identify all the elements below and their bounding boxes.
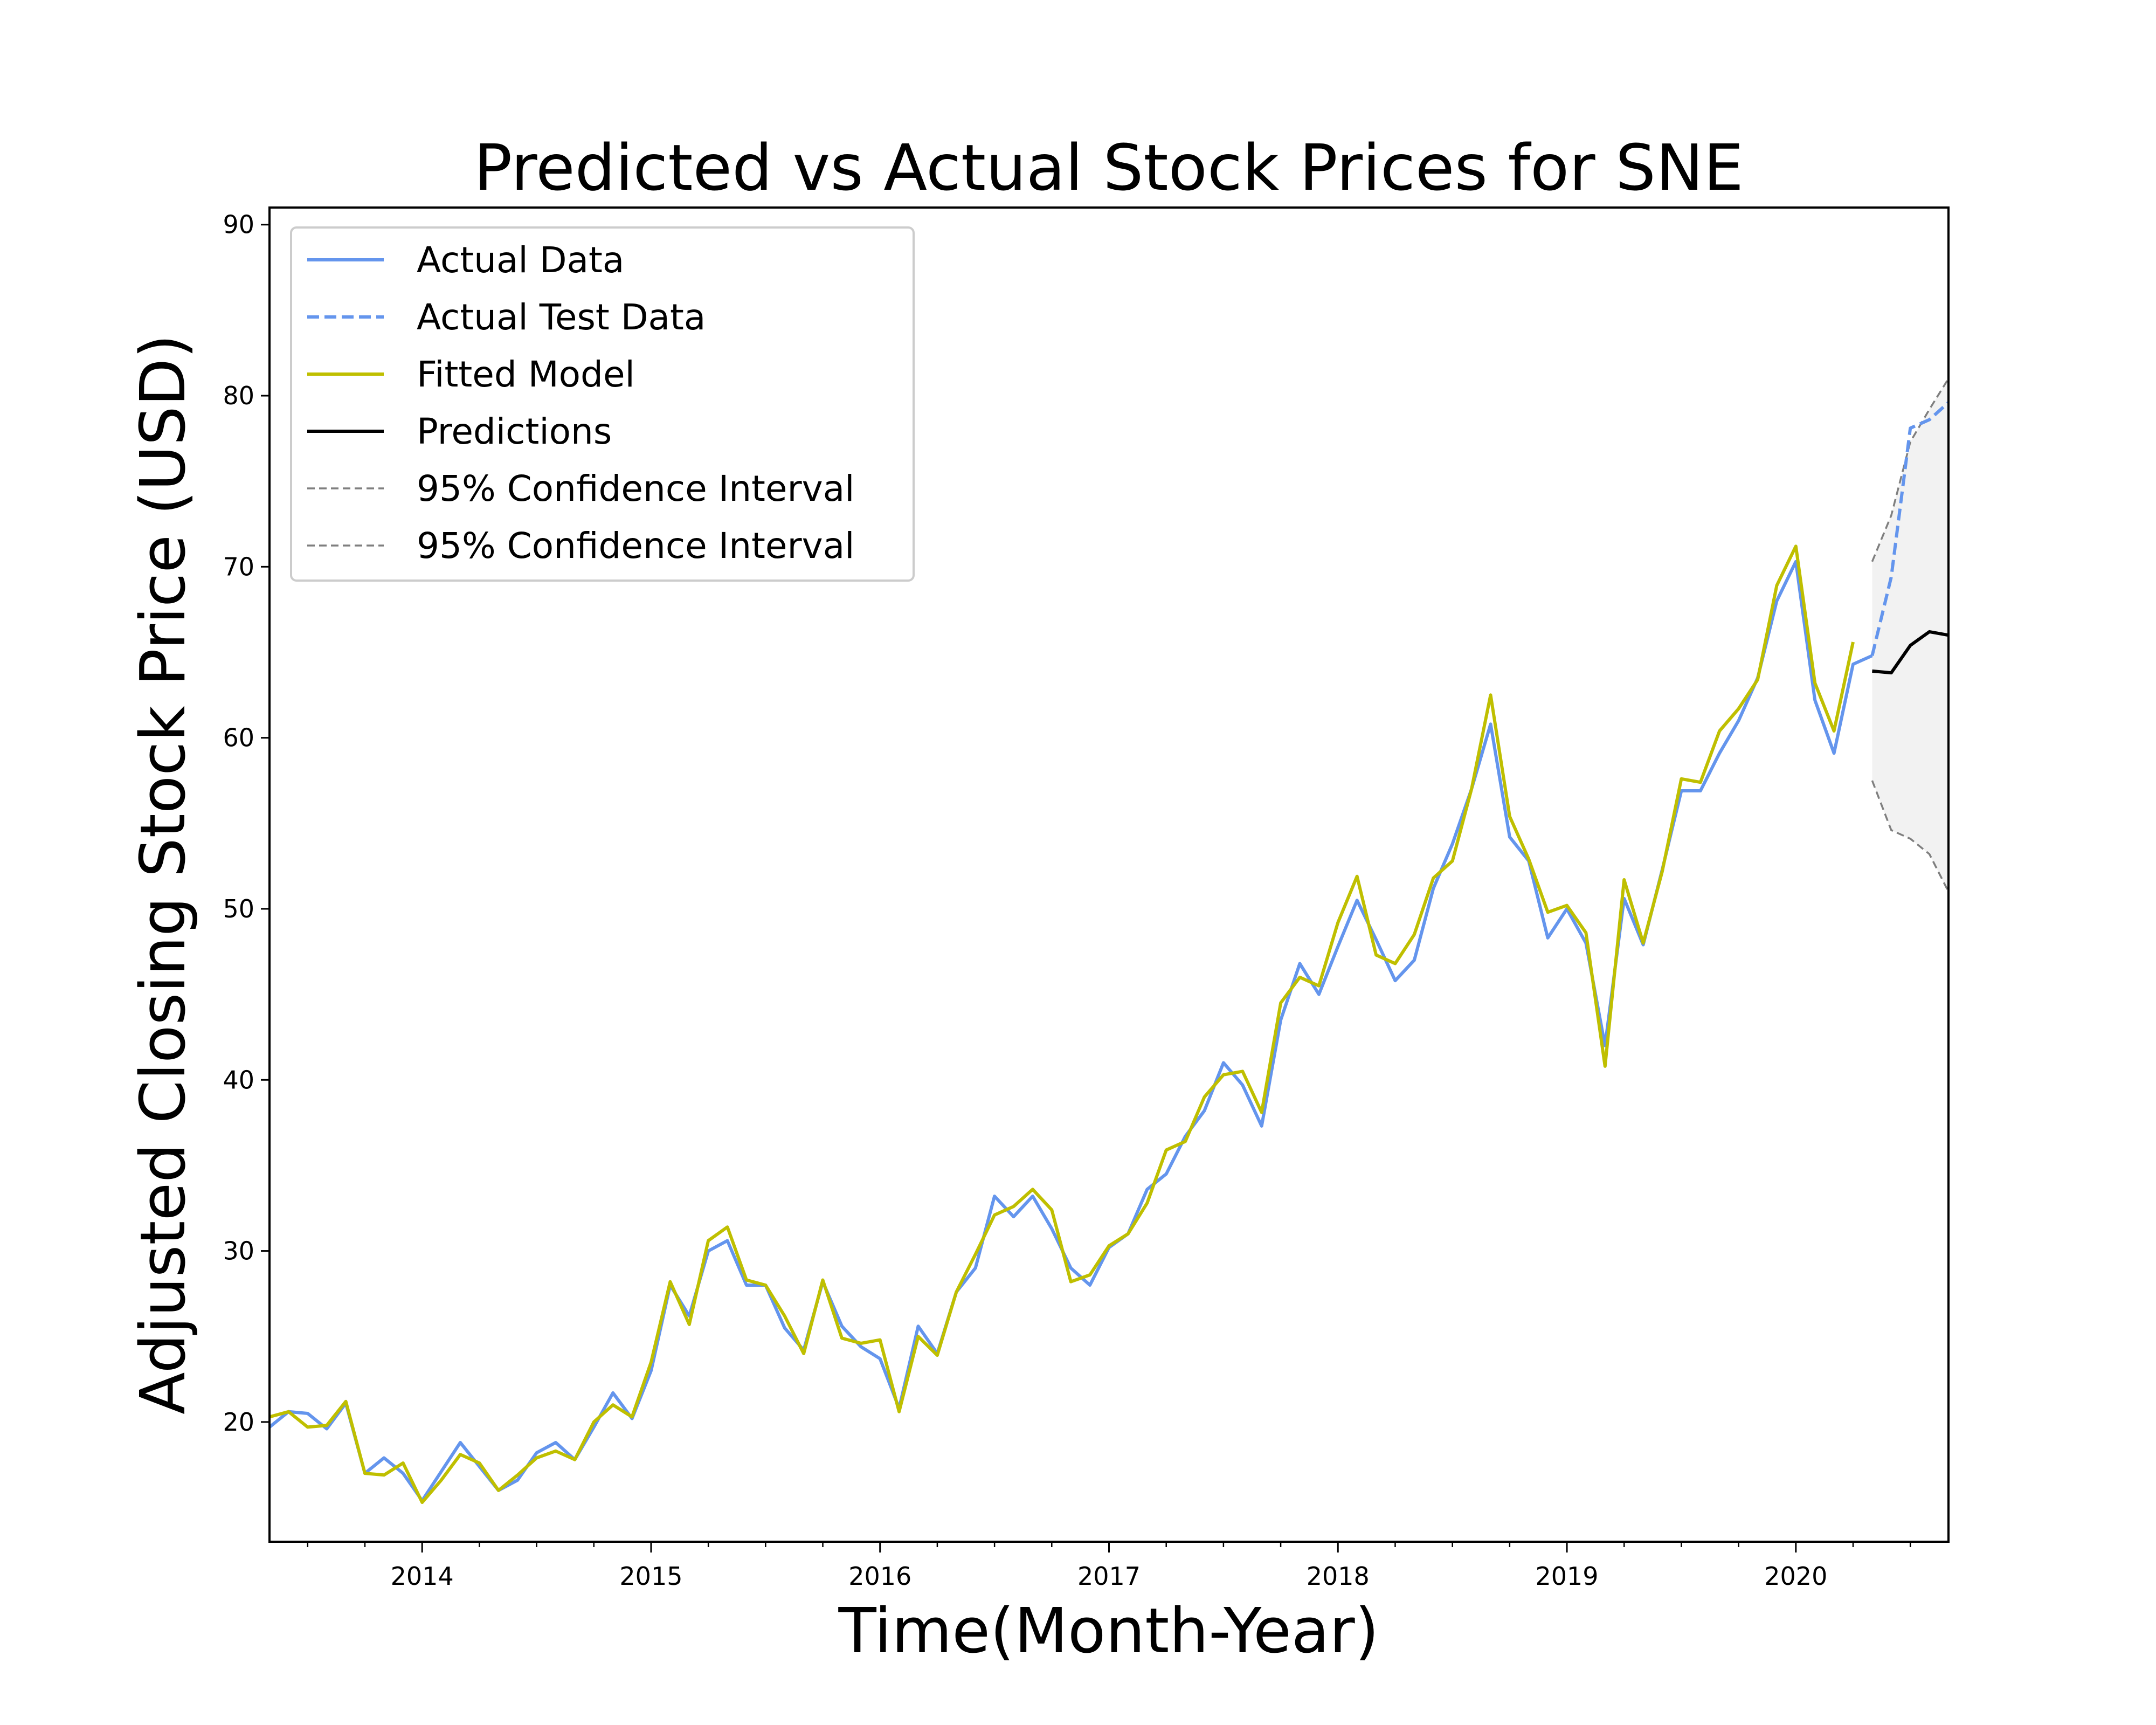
legend-label: Actual Test Data: [417, 296, 706, 338]
legend-label: 95% Confidence Interval: [417, 525, 855, 567]
y-axis: 20 30 40 50 60 70 80 90: [223, 210, 270, 1437]
legend-label: Actual Data: [417, 239, 624, 281]
x-tick-label: 2016: [848, 1562, 911, 1591]
y-tick-label: 40: [223, 1065, 254, 1094]
series-line-fitted-model-2: [269, 544, 1855, 1504]
y-tick-label: 20: [223, 1407, 254, 1437]
y-tick-label: 50: [223, 894, 254, 923]
confidence-band: [1872, 378, 1948, 892]
x-tick-label: 2019: [1536, 1562, 1599, 1591]
series-line-95-confidence-interval-4: [1871, 378, 1950, 562]
legend: Actual Data Actual Test Data Fitted Model P…: [290, 226, 915, 582]
series-line-actual-test-data-1: [1870, 401, 1950, 657]
chart-title: Predicted vs Actual Stock Prices for SNE: [474, 130, 1744, 205]
x-tick-label: 2014: [391, 1562, 454, 1591]
legend-label: Predictions: [417, 411, 612, 452]
y-tick-label: 30: [223, 1237, 254, 1266]
series-line-actual-data-0: [268, 560, 1873, 1502]
y-axis-label: Adjusted Closing Stock Price (USD): [127, 334, 199, 1414]
series-line-95-confidence-interval-5: [1871, 780, 1950, 892]
legend-label: 95% Confidence Interval: [417, 468, 855, 509]
x-tick-label: 2018: [1307, 1562, 1370, 1591]
series-line-predictions-3: [1872, 630, 1949, 675]
legend-box: [290, 226, 915, 582]
x-tick-label: 2017: [1077, 1562, 1141, 1591]
y-tick-label: 60: [223, 723, 254, 753]
y-tick-label: 90: [223, 210, 254, 239]
x-tick-label: 2015: [619, 1562, 682, 1591]
x-axis-label: Time(Month-Year): [838, 1595, 1379, 1667]
x-tick-label: 2020: [1764, 1562, 1827, 1591]
plot-area: [268, 378, 1950, 1504]
y-tick-label: 70: [223, 552, 254, 581]
x-axis: 2014 2015 2016 2017 2018 2019 2020: [307, 1542, 1911, 1591]
y-tick-label: 80: [223, 381, 254, 410]
legend-label: Fitted Model: [417, 354, 635, 395]
